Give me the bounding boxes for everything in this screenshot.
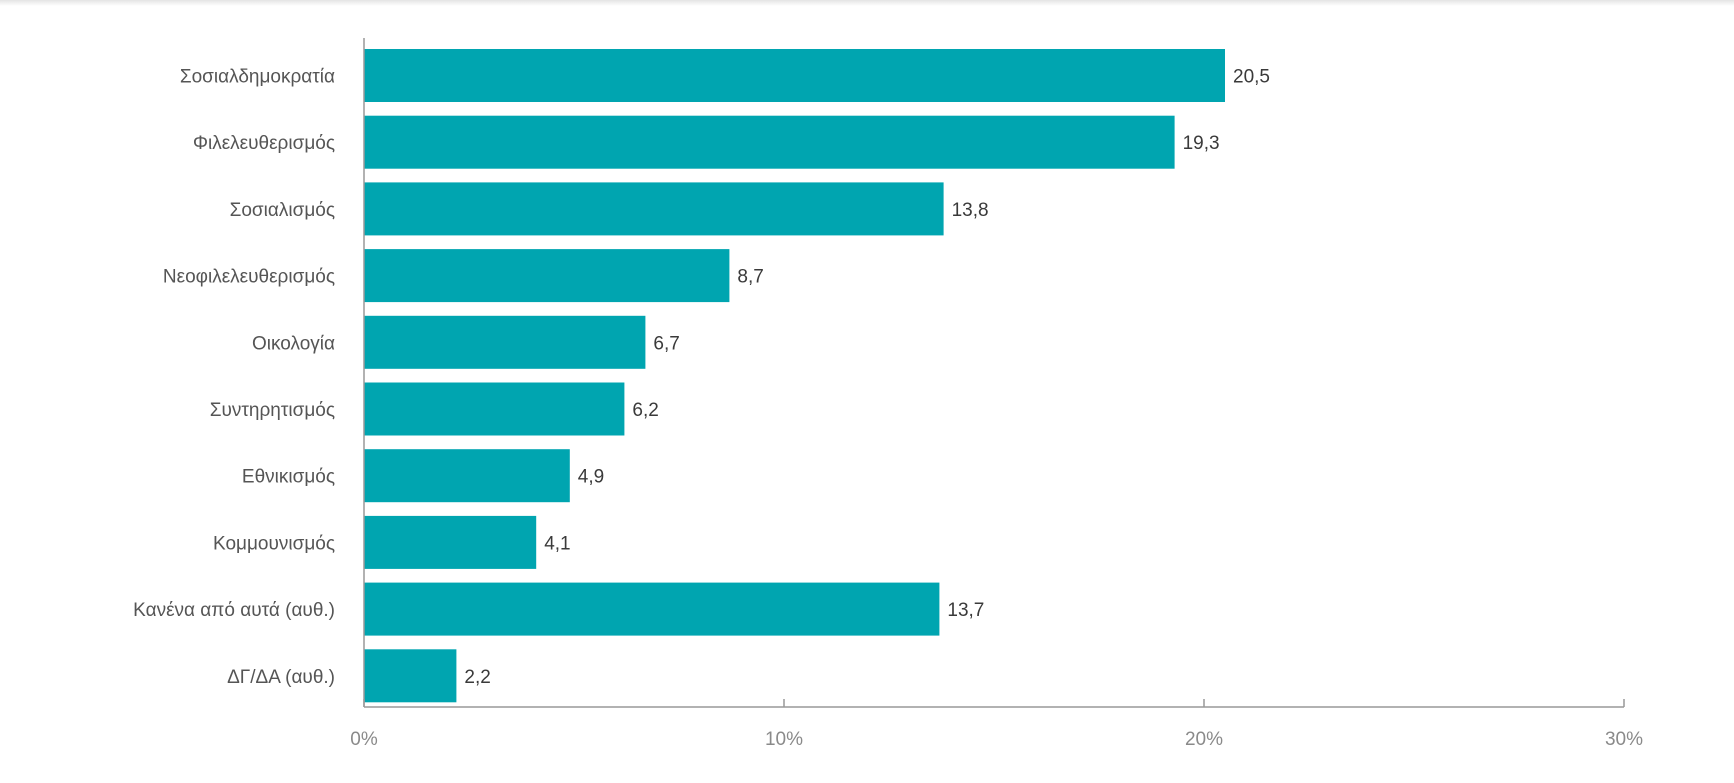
category-label: Εθνικισμός: [242, 467, 335, 488]
value-label: 20,5: [1233, 67, 1270, 88]
value-label: 13,7: [947, 600, 984, 621]
x-tick-label: 0%: [350, 729, 378, 750]
bar: [364, 515, 537, 569]
value-label: 4,1: [544, 533, 570, 554]
category-label: ΔΓ/ΔΑ (αυθ.): [227, 667, 335, 688]
bar: [364, 449, 570, 503]
x-tick-label: 10%: [765, 729, 803, 750]
category-label: Σοσιαλδημοκρατία: [180, 67, 335, 88]
category-label: Φιλελευθερισμός: [193, 133, 335, 154]
value-label: 6,2: [632, 400, 658, 421]
category-label: Οικολογία: [252, 333, 335, 354]
bar: [364, 182, 944, 236]
bar: [364, 115, 1175, 169]
bar: [364, 582, 940, 636]
axis-group: [363, 38, 1625, 708]
top-shadow: [0, 0, 1734, 6]
bar: [364, 249, 730, 303]
value-label: 6,7: [653, 333, 679, 354]
category-label: Συντηρητισμός: [210, 400, 335, 421]
value-label: 19,3: [1183, 133, 1220, 154]
category-label: Σοσιαλισμός: [230, 200, 335, 221]
labels-group: Σοσιαλδημοκρατία 20,5 Φιλελευθερισμός 19,3 Σ…: [133, 67, 1643, 751]
bar: [364, 382, 625, 436]
x-tick-label: 30%: [1605, 729, 1643, 750]
value-label: 13,8: [952, 200, 989, 221]
bars-group: [364, 49, 1225, 703]
x-tick-label: 20%: [1185, 729, 1223, 750]
value-label: 8,7: [737, 267, 763, 288]
value-label: 4,9: [578, 467, 604, 488]
bar: [364, 49, 1225, 102]
value-label: 2,2: [464, 667, 490, 688]
bar: [364, 649, 457, 703]
category-label: Κομμουνισμός: [213, 533, 335, 554]
category-label: Κανένα από αυτά (αυθ.): [133, 600, 335, 621]
category-label: Νεοφιλελευθερισμός: [163, 267, 335, 288]
bar: [364, 315, 646, 369]
